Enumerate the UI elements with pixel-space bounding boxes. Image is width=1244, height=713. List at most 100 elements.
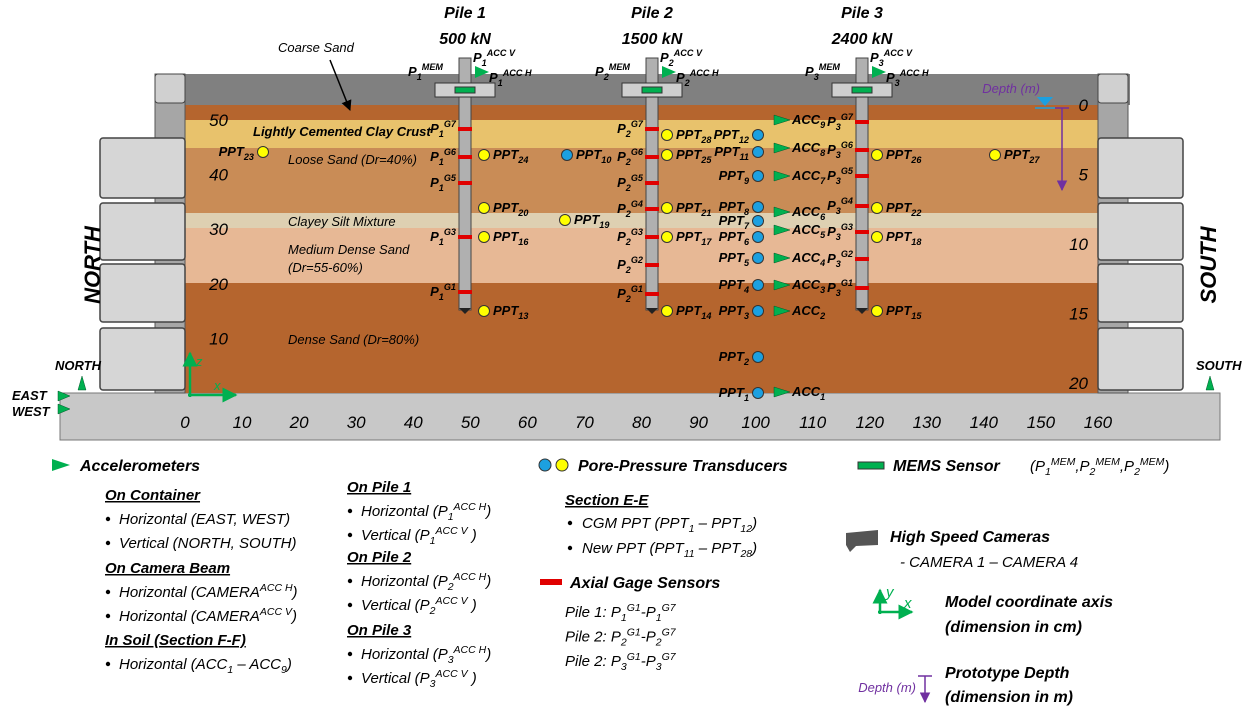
text-part: G4: [841, 196, 853, 206]
legend-item: Horizontal (CAMERAACC H): [119, 582, 298, 601]
ppt-sensor: [753, 253, 764, 264]
text-part: G2: [631, 255, 643, 265]
side-label: NORTH: [80, 225, 105, 304]
text-part: Horizontal (EAST, WEST): [119, 511, 290, 528]
legend-title: Prototype Depth: [945, 665, 1070, 682]
ppt-sensor: [662, 203, 673, 214]
text-part: ACC V: [673, 48, 703, 58]
x-tick-label: 110: [799, 413, 827, 432]
text-part: PPT: [719, 168, 745, 183]
legend-title: Pore-Pressure Transducers: [578, 458, 788, 475]
bullet: [348, 603, 352, 607]
legend-title: High Speed Cameras: [890, 529, 1050, 546]
text-part: G7: [662, 602, 677, 614]
text-part: 23: [243, 152, 254, 162]
text-part: ACC: [791, 204, 821, 219]
text-part: Horizontal (P: [361, 503, 448, 520]
text-part: PPT: [493, 147, 519, 162]
z-tick-label: 40: [209, 166, 228, 185]
legend-item: Horizontal (P2ACC H): [361, 571, 491, 593]
soil-label: Dense Sand (Dr=80%): [288, 332, 419, 347]
text-part: 20: [517, 208, 528, 218]
text-part: P: [617, 149, 626, 164]
bullet: [348, 509, 352, 513]
text-part: 22: [910, 208, 921, 218]
text-part: 17: [701, 237, 712, 247]
text-part: ACC H: [689, 68, 719, 78]
text-part: G3: [631, 227, 643, 237]
axial-gage: [458, 235, 472, 239]
text-part: – PPT: [695, 515, 743, 532]
text-part: MEM: [819, 62, 841, 72]
text-part: G5: [444, 173, 457, 183]
legend-title: Accelerometers: [79, 458, 200, 475]
x-tick-label: 120: [856, 413, 885, 432]
text-part: ACC H: [259, 582, 293, 594]
text-part: ): [290, 608, 297, 625]
acc-label: P1ACC V: [473, 48, 516, 68]
text-part: 3: [836, 150, 841, 160]
ppt-sensor: [662, 306, 673, 317]
pile-load: 500 kN: [439, 31, 491, 48]
text-part: ): [1162, 458, 1169, 475]
text-part: MEM: [1140, 456, 1165, 468]
text-part: 18: [911, 237, 922, 247]
text-part: G1: [444, 282, 456, 292]
z-tick-label: 20: [208, 275, 228, 294]
acc-label: P3ACC V: [870, 48, 913, 68]
text-part: PPT: [676, 147, 702, 162]
text-part: P: [676, 70, 685, 85]
text-part: -P: [641, 629, 656, 646]
ppt-sensor: [872, 203, 883, 214]
ppt-sensor: [753, 171, 764, 182]
text-part: P: [617, 175, 626, 190]
axial-gage: [458, 181, 472, 185]
text-part: 4: [743, 285, 749, 295]
text-part: 3: [836, 206, 841, 216]
side-label: SOUTH: [1196, 358, 1242, 373]
x-tick-label: 10: [233, 413, 252, 432]
text-part: 2: [743, 357, 749, 367]
axis-label: y: [885, 584, 895, 601]
text-part: 3: [836, 259, 841, 269]
text-part: G7: [662, 651, 677, 663]
text-part: PPT: [574, 212, 600, 227]
ppt-sensor: [479, 306, 490, 317]
text-part: PPT: [719, 385, 745, 400]
text-part: ): [285, 656, 292, 673]
text-part: G7: [841, 112, 854, 122]
ppt-sensor: [753, 232, 764, 243]
legend-heading: Section E-E: [565, 492, 649, 509]
text-part: 24: [517, 155, 528, 165]
legend-item: Vertical (P3ACC V ): [361, 668, 477, 690]
axial-gage: [458, 290, 472, 294]
text-part: PPT: [1004, 147, 1030, 162]
text-part: ): [468, 597, 477, 614]
bullet: [568, 546, 572, 550]
legend-heading: On Pile 1: [347, 479, 411, 496]
text-part: 26: [910, 155, 922, 165]
legend-note: - CAMERA 1 – CAMERA 4: [900, 554, 1078, 571]
legend-heading: On Pile 2: [347, 549, 412, 566]
text-part: P: [617, 201, 626, 216]
legend-item: Pile 1: P1G1-P1G7: [565, 602, 677, 624]
ppt-sensor: [753, 306, 764, 317]
text-part: 2: [684, 78, 690, 88]
text-part: MEM: [1051, 456, 1076, 468]
side-label: EAST: [12, 388, 48, 403]
text-part: 1: [439, 129, 444, 139]
text-part: ACC: [791, 168, 821, 183]
mems-sensor: [455, 87, 475, 93]
text-part: ACC: [791, 277, 821, 292]
text-part: PPT: [719, 250, 745, 265]
x-tick-label: 90: [689, 413, 708, 432]
text-part: ,P: [1120, 458, 1134, 475]
text-part: 1: [439, 237, 444, 247]
text-part: Vertical (P: [361, 670, 430, 687]
text-part: PPT: [719, 199, 745, 214]
side-label: NORTH: [55, 358, 102, 373]
x-tick-label: 150: [1027, 413, 1056, 432]
x-tick-label: 60: [518, 413, 537, 432]
depth-label: Depth (m): [982, 81, 1040, 96]
axial-gage: [855, 257, 869, 261]
